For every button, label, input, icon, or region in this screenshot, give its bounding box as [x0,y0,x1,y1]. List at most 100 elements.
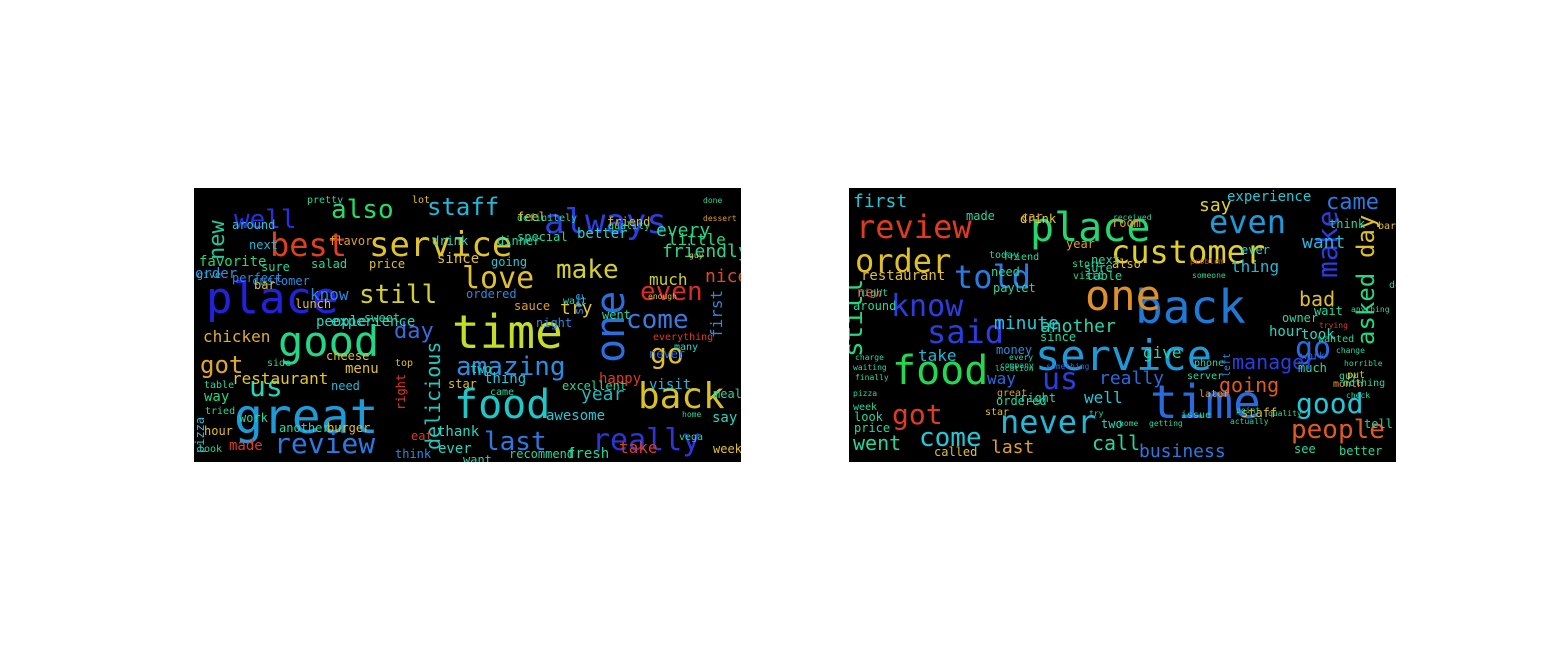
word-thing: thing [484,371,526,387]
word-chicken: chicken [203,327,270,346]
word-phone: phone [1194,358,1224,369]
word-ever: ever [438,441,472,457]
word-minute: minute [994,313,1059,334]
word-friend: friend [607,215,650,229]
word-guy: guy [689,251,704,260]
word-salad: salad [311,257,347,271]
word-today: today [989,250,1019,261]
word-see: see [572,293,586,315]
word-right: right [394,374,408,410]
word-flavor: flavor [329,234,372,248]
word-month: month [1333,379,1363,390]
word-price: price [369,257,405,271]
word-still: still [849,279,869,357]
word-good: good [1296,387,1363,420]
word-recommend: recommend [509,447,574,461]
word-one: one [1085,271,1161,320]
word-next: next [249,238,278,252]
word-night: night [536,316,572,330]
word-many: many [674,342,698,353]
word-give: give [1143,343,1182,362]
word-bar: bar [1378,221,1396,232]
word-work: work [1301,351,1325,362]
word-around: around [232,218,275,232]
word-even: even [640,277,703,307]
word-let: let [1014,281,1036,295]
word-food: food [892,348,988,394]
word-really: really [592,423,700,458]
word-ordered: ordered [466,287,517,301]
word-place: place [1030,205,1150,251]
word-also: also [331,195,394,225]
word-order: order [855,242,951,280]
word-people: people [1291,415,1385,445]
word-nothing: nothing [1343,378,1385,389]
word-point: point [1236,406,1260,415]
word-visit: visit [1073,271,1103,282]
word-left: left [1222,353,1233,377]
word-year: year [1066,237,1095,251]
word-problem: problem [1190,257,1224,266]
word-sweet: sweet [364,311,400,325]
word-received: received [1113,213,1152,222]
word-wanted: wanted [1318,334,1354,345]
word-amazing: amazing [456,352,566,382]
word-fresh: fresh [567,446,609,462]
word-enough: enough [648,292,677,301]
word-friend: friend [1003,252,1039,263]
word-well: well [234,205,297,235]
word-star: star [448,377,477,391]
word-come: come [919,423,982,453]
word-came: came [1326,190,1379,215]
word-experience: experience [331,314,415,330]
word-special: special [517,230,568,244]
word-since: since [1040,330,1076,344]
word-trying: trying [1319,321,1348,330]
word-better: better [1339,444,1382,458]
word-review: review [856,208,972,246]
word-sure: sure [261,260,290,274]
word-dinner: dinner [497,234,540,248]
word-around: around [853,299,896,313]
word-know: know [891,289,964,324]
word-first: first [707,290,726,338]
word-review: review [274,427,375,460]
word-staff: staff [427,193,499,221]
word-restaurant: restaurant [861,268,945,284]
word-pizza: pizza [194,417,207,453]
word-car: car [1021,210,1043,224]
word-since: since [437,251,479,267]
word-restaurant: restaurant [232,369,328,388]
word-need: need [331,379,360,393]
word-delicious: delicious [421,342,445,450]
word-day: day [1352,215,1380,258]
word-hour: hour [1269,324,1303,340]
word-good: good [278,317,379,366]
word-service: service [1035,331,1212,380]
word-bad: bad [1299,287,1335,311]
word-happy: happy [599,371,641,387]
word-new: new [857,285,883,301]
word-people: people [316,314,367,330]
word-store: store [1072,259,1102,270]
word-check: check [1346,391,1370,400]
word-pizza: pizza [853,389,877,398]
word-went: went [602,308,631,322]
word-next: next [1091,253,1120,267]
word-business: business [1139,441,1226,462]
word-money: money [996,343,1032,357]
word-always: always [544,202,667,242]
word-nice: nice [705,266,741,287]
word-price: price [854,421,890,435]
word-staff: staff [1241,406,1277,420]
word-going: going [491,255,527,269]
word-never: never [1000,403,1096,441]
word-last: last [484,427,547,457]
word-actually: actually [1230,417,1269,426]
word-table: table [1086,269,1122,283]
word-come: come [626,305,689,335]
word-food: food [454,382,550,428]
word-made: made [966,209,995,223]
word-week: week [713,442,741,456]
word-hour: hour [204,424,233,438]
